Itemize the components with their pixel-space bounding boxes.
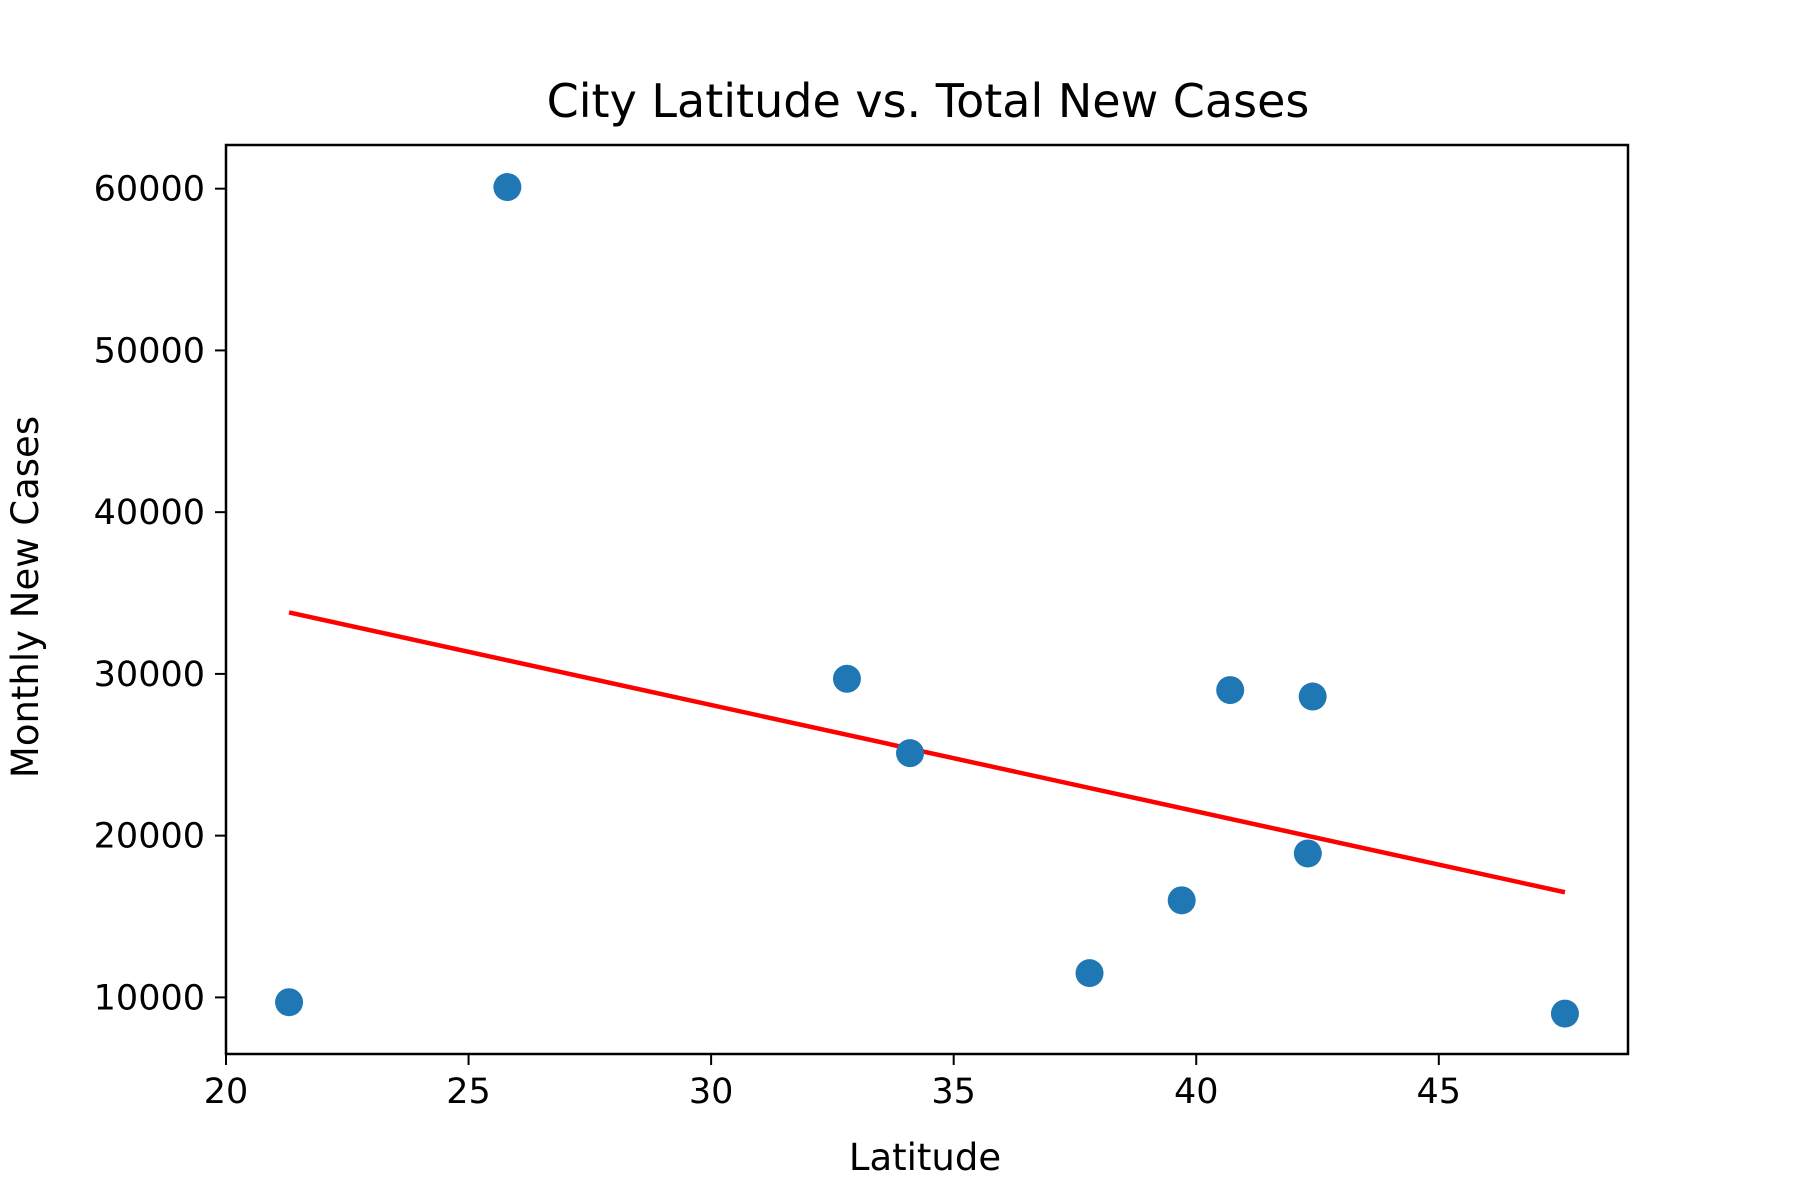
x-tick-label: 30	[689, 1072, 734, 1112]
regression-line	[288, 610, 1566, 895]
scatter-point	[1216, 676, 1245, 705]
plot-area: 20 25 30 35 40 45 10000 20000 30000 40000 50000 600…	[94, 143, 1630, 1112]
x-tick-label: 35	[931, 1072, 976, 1112]
axes-frame	[224, 143, 1630, 1056]
y-tick-label: 30000	[94, 655, 205, 695]
x-tick-label: 45	[1417, 1072, 1462, 1112]
y-tick-label: 40000	[94, 493, 205, 533]
y-tick-label: 60000	[94, 170, 205, 210]
chart-title: City Latitude vs. Total New Cases	[547, 74, 1310, 128]
x-tick-label: 25	[446, 1072, 491, 1112]
y-tick-label: 20000	[94, 817, 205, 857]
scatter-point	[1167, 886, 1196, 915]
scatter-point	[1298, 682, 1327, 711]
scatter-point	[493, 173, 522, 202]
scatter-point	[832, 664, 861, 693]
scatter-point	[1293, 839, 1322, 868]
x-tick-label: 20	[204, 1072, 249, 1112]
y-axis-label: Monthly New Cases	[4, 416, 47, 778]
x-axis-label: Latitude	[849, 1136, 1001, 1179]
scatter-point	[275, 988, 304, 1017]
y-tick-label: 10000	[94, 978, 205, 1018]
scatter-point	[896, 739, 925, 768]
x-tick-label: 40	[1174, 1072, 1219, 1112]
scatter-point	[1075, 959, 1104, 988]
scatter-point	[1550, 999, 1579, 1028]
y-tick-label: 50000	[94, 331, 205, 371]
